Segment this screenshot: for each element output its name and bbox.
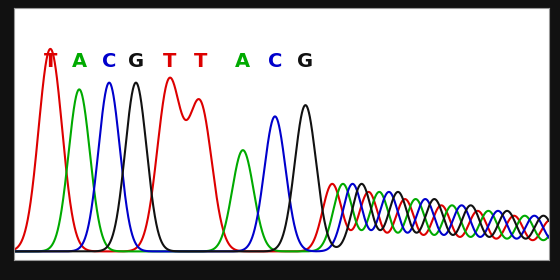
Text: C: C: [268, 52, 282, 71]
Text: A: A: [235, 52, 250, 71]
Text: G: G: [297, 52, 314, 71]
Text: T: T: [193, 52, 207, 71]
Text: T: T: [162, 52, 176, 71]
Text: G: G: [128, 52, 144, 71]
Text: A: A: [72, 52, 87, 71]
Text: C: C: [102, 52, 116, 71]
Text: T: T: [44, 52, 57, 71]
